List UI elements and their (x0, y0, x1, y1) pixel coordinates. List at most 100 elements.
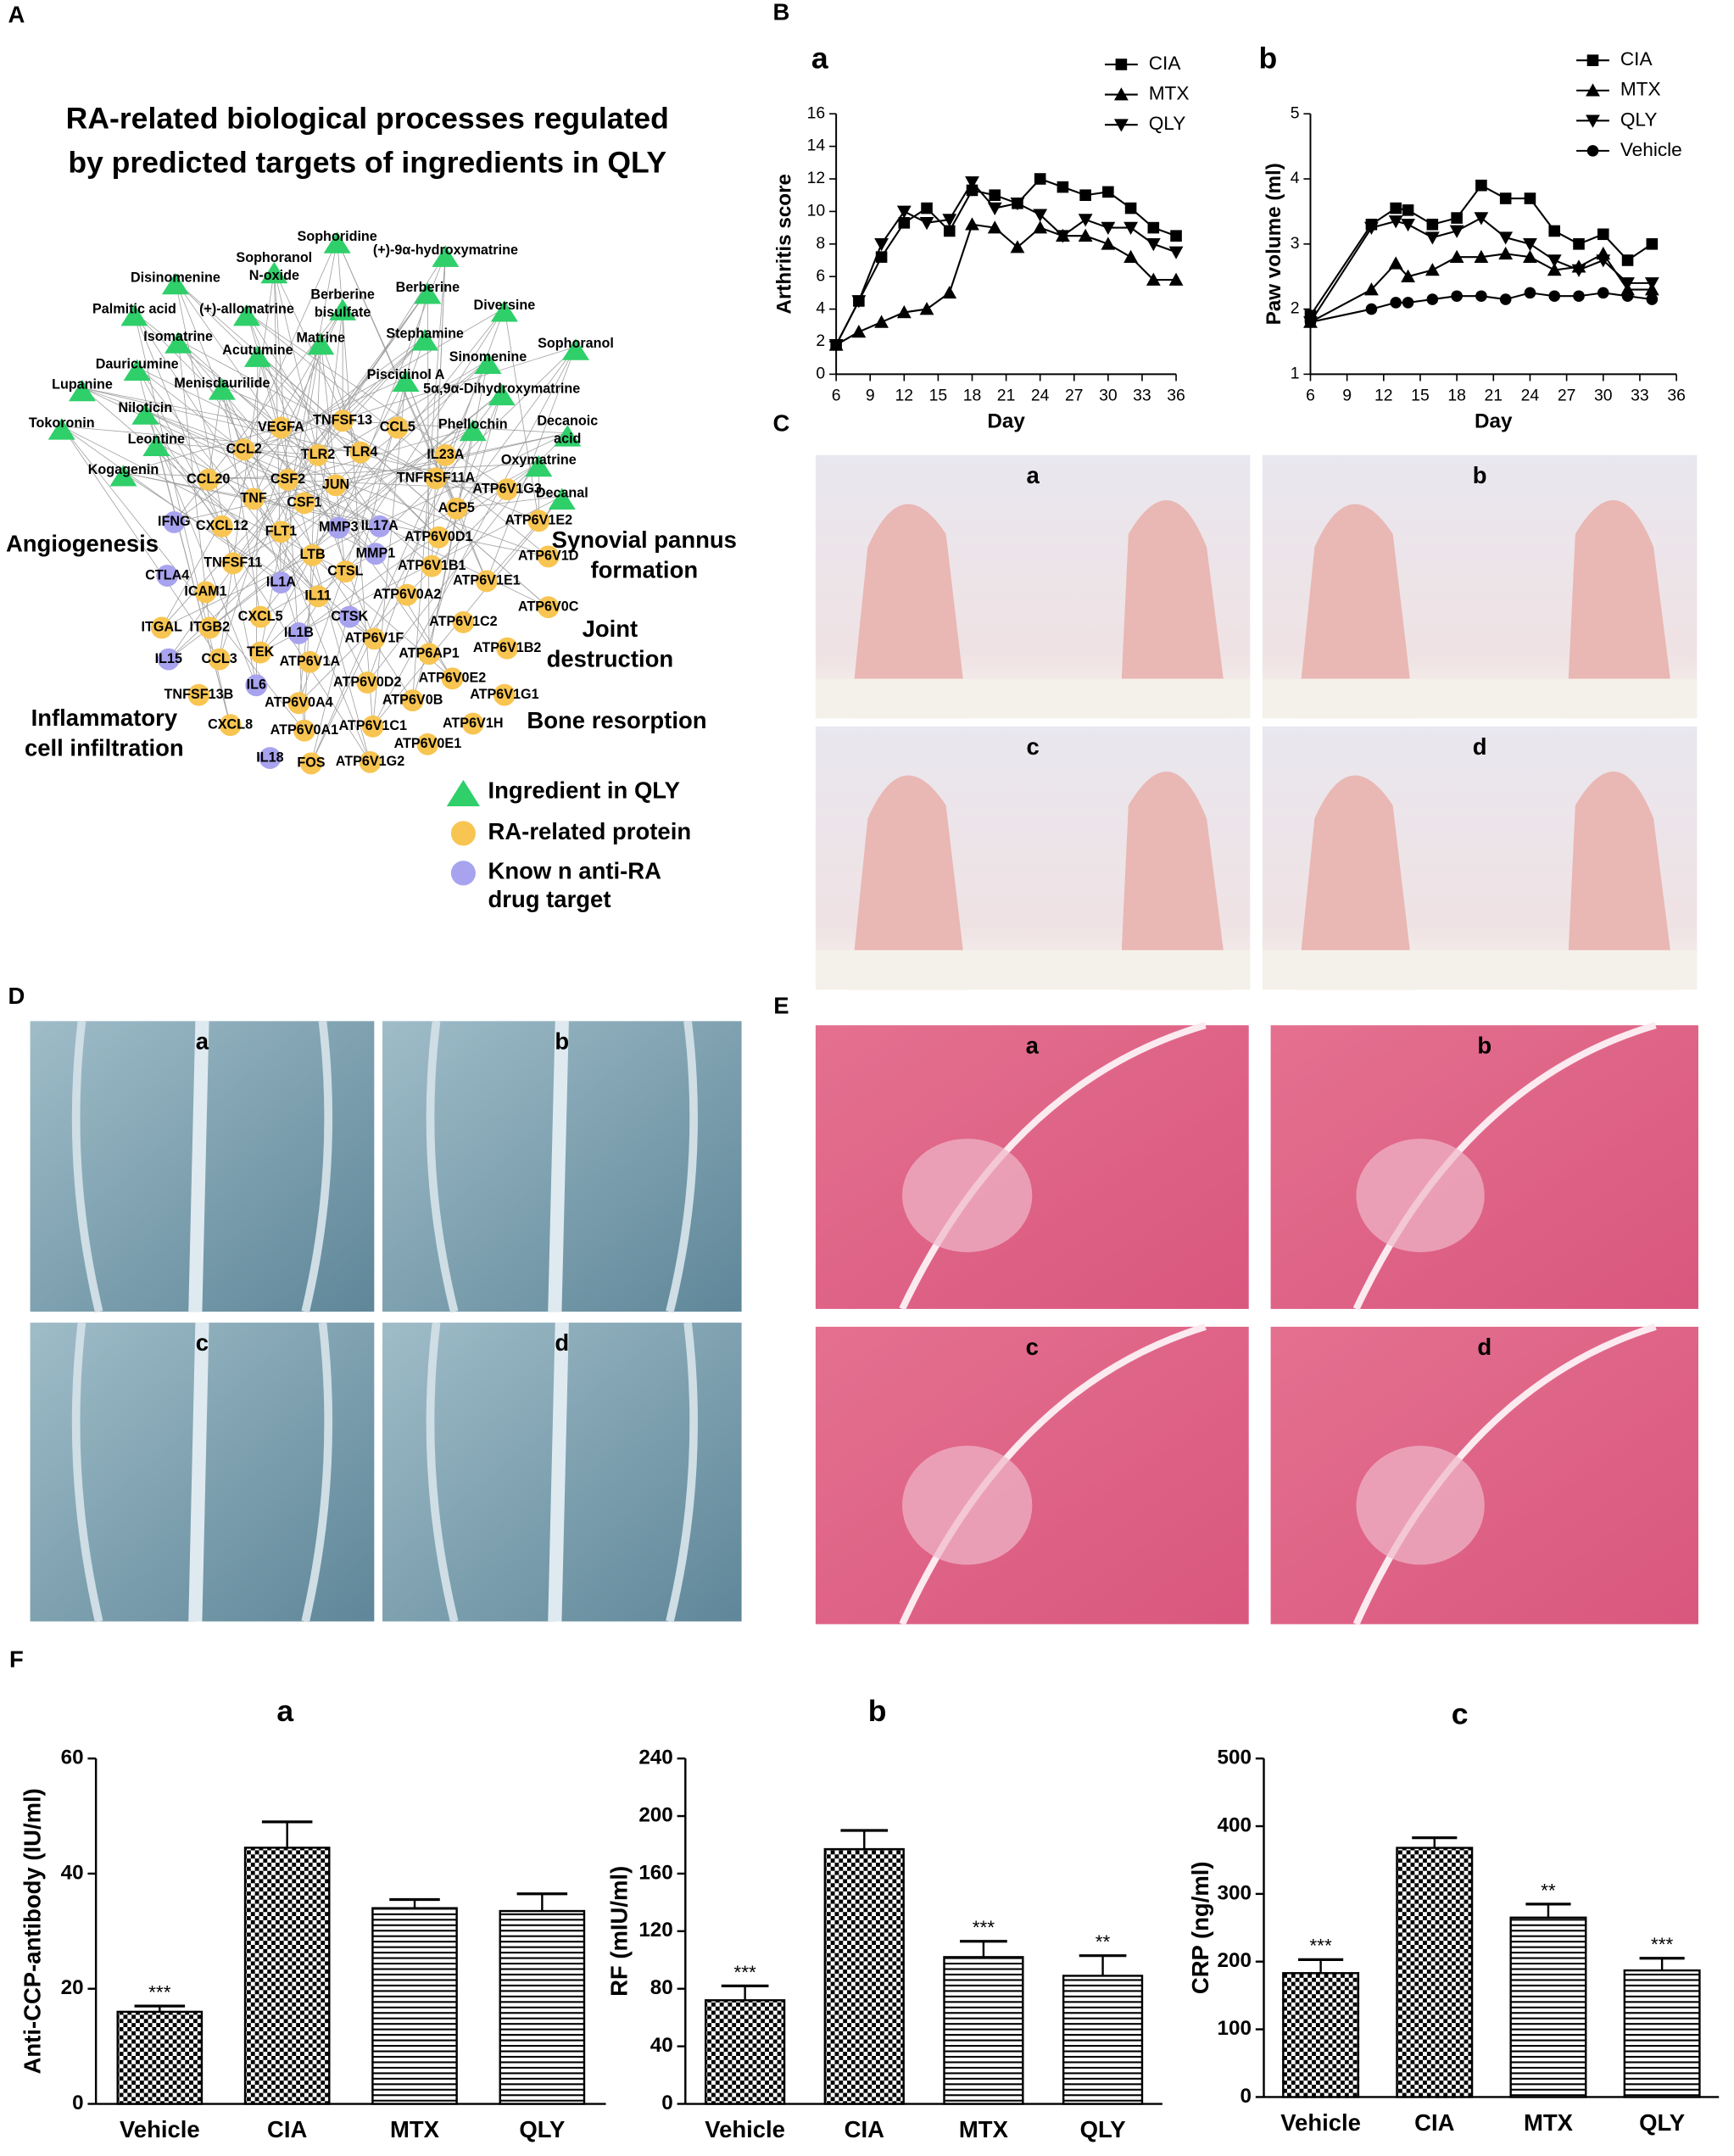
protein-node (301, 543, 324, 566)
marker (1644, 277, 1659, 291)
ingredient-label: Sophoridine (298, 229, 377, 244)
marker (1146, 238, 1161, 252)
bone (301, 1322, 333, 1623)
edge (253, 432, 568, 499)
protein-node (210, 515, 233, 538)
legend-marker (1586, 54, 1599, 66)
marker (1146, 272, 1161, 286)
y-tick-label: 14 (807, 136, 826, 155)
marker (987, 202, 1002, 215)
y-tick-label: 0 (1240, 2085, 1251, 2108)
marker (1425, 231, 1440, 245)
edge (343, 420, 568, 434)
marker (1621, 290, 1634, 303)
ingredient-node (525, 454, 553, 477)
paw (1119, 772, 1229, 990)
marker (896, 305, 912, 319)
network-title: RA-related biological processes regulate… (66, 102, 669, 136)
edge (243, 377, 406, 450)
marker (1365, 303, 1378, 315)
marker (1425, 263, 1440, 276)
ingredient-label: Leontine (128, 432, 185, 447)
photo (815, 1025, 1249, 1309)
protein-label: CXCL8 (208, 716, 253, 732)
ingredient-label: Stephamine (386, 326, 464, 342)
x-tick-label: 9 (1342, 386, 1352, 404)
legend-symbol (450, 861, 476, 886)
edge (144, 410, 257, 686)
protein-node (307, 443, 329, 466)
tissue (1352, 1022, 1657, 1311)
protein-node (293, 492, 315, 515)
photo-label: d (555, 1329, 569, 1356)
y-tick-label: 160 (638, 1861, 672, 1884)
protein-node (427, 526, 450, 549)
marker (919, 217, 934, 231)
series-line (835, 223, 1177, 346)
marker (1548, 290, 1561, 303)
ingredient-label: Sophoranol (538, 336, 614, 351)
protein-label: ATP6V0A4 (265, 695, 333, 710)
edge (156, 442, 319, 597)
edge (342, 337, 426, 421)
y-tick-label: 8 (816, 234, 825, 253)
protein-node (150, 616, 173, 639)
edge (208, 463, 539, 481)
protein-label: ATP6V1H (443, 716, 504, 731)
ingredient-node (323, 231, 351, 253)
marker (1573, 290, 1585, 303)
bar (116, 2010, 204, 2105)
ingredient-node (392, 370, 420, 392)
protein-label: ICAM1 (184, 584, 226, 599)
protein-label: ATP6V0D1 (404, 529, 473, 544)
protein-label: TNFSF13B (164, 687, 234, 702)
marker (828, 339, 844, 353)
ingredient-node (208, 378, 236, 400)
drug-target-node (157, 648, 180, 671)
edge (174, 432, 568, 523)
y-tick-label: 3 (1291, 234, 1300, 253)
significance: *** (148, 1982, 171, 2003)
drug-target-label: IL6 (247, 677, 266, 693)
bar (1282, 1972, 1360, 2098)
y-tick-label: 2 (816, 331, 825, 350)
marker (896, 205, 912, 219)
panel-label: E (773, 993, 789, 1019)
chart-title: b (868, 1694, 887, 1728)
marker (1101, 237, 1116, 250)
marker (1123, 249, 1138, 263)
drug-target-label: CTSK (331, 609, 368, 624)
y-tick-label: 4 (816, 299, 825, 318)
marker (1499, 293, 1512, 305)
marker (1596, 254, 1611, 268)
edge (273, 270, 305, 731)
marker (1123, 221, 1138, 236)
legend-marker (1586, 114, 1600, 128)
ingredient-label: Acutumine (222, 343, 293, 358)
x-tick-label: 21 (1485, 386, 1503, 404)
ingredient-label: Kogagenin (88, 462, 159, 477)
marker (1524, 287, 1536, 299)
edge (145, 410, 371, 763)
y-tick-label: 0 (661, 2092, 672, 2114)
ingredient-node (142, 434, 170, 456)
protein-node (386, 416, 409, 439)
ingredient-label: (+)-allomatrine (199, 302, 294, 317)
ingredient-label: Decanal (536, 485, 588, 500)
protein-label: TNFSF13 (313, 413, 372, 428)
bone (188, 1021, 209, 1312)
ingredient-node (432, 245, 460, 267)
x-tick-label: 6 (1306, 386, 1315, 404)
marker (1402, 297, 1414, 309)
protein-label: ATP6V0A1 (270, 722, 339, 738)
bar (1396, 1847, 1474, 2098)
drug-target-label: IL1B (284, 625, 314, 640)
bone (666, 1322, 698, 1623)
protein-node (198, 616, 221, 639)
network-title: by predicted targets of ingredients in Q… (68, 145, 666, 179)
protein-label: ITGAL (142, 620, 183, 635)
marker (1621, 254, 1634, 266)
bone (301, 1020, 333, 1313)
chart-title: a (811, 42, 828, 75)
marker (1147, 221, 1160, 234)
